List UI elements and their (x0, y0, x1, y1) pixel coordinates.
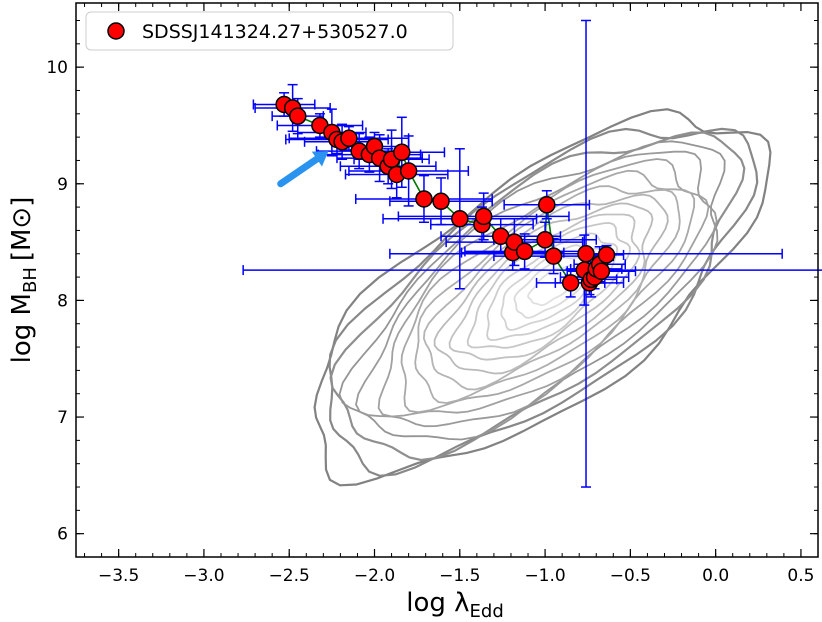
density-contour (355, 150, 718, 428)
y-axis-title-main: log M (7, 293, 37, 363)
data-point (515, 242, 534, 261)
density-contour (377, 158, 710, 418)
data-point (393, 143, 411, 162)
density-contour (328, 127, 759, 477)
x-tick-label: −2.0 (354, 566, 395, 586)
x-tick-label: −1.0 (524, 566, 565, 586)
density-contour (313, 108, 772, 487)
data-point (592, 262, 611, 281)
x-tick-label: −3.0 (183, 566, 224, 586)
y-tick-label: 9 (57, 175, 68, 195)
arrow-shaft (277, 155, 321, 188)
x-axis-title-sub: Edd (470, 601, 504, 622)
density-contour (422, 193, 669, 391)
data-point (399, 162, 418, 180)
x-axis-title: log λEdd (406, 588, 504, 622)
data-point (536, 231, 554, 249)
x-tick-label: −0.5 (610, 566, 651, 586)
y-tick-label: 6 (57, 525, 68, 545)
x-tick-label: 0.0 (702, 566, 729, 586)
data-point (288, 107, 307, 125)
x-tick-label: −2.5 (269, 566, 310, 586)
legend-label: SDSSJ141324.27+530527.0 (142, 21, 408, 43)
data-point (597, 246, 616, 264)
x-tick-label: 0.5 (787, 566, 814, 586)
x-tick-label: −1.5 (439, 566, 480, 586)
data-point (577, 245, 595, 263)
data-point (340, 129, 358, 148)
density-contour (448, 213, 641, 361)
density-contour (400, 169, 696, 414)
legend-frame (85, 11, 454, 51)
y-tick-label: 7 (57, 408, 68, 428)
x-axis-title-main: log λ (406, 588, 469, 618)
x-tick-label: −3.5 (98, 566, 139, 586)
density-contour (414, 185, 681, 404)
data-point (544, 247, 563, 265)
y-ticks-group: 6 7 8 9 10 (46, 19, 818, 558)
data-point (561, 274, 580, 292)
data-point (538, 196, 556, 214)
y-axis-title: log MBH [M⊙] (7, 197, 41, 364)
arrow-head (311, 151, 329, 167)
y-axis-title-unit: [M⊙] (7, 197, 37, 262)
legend-marker (107, 22, 125, 40)
density-contours (313, 108, 772, 487)
arrow-annotation-group (277, 151, 329, 188)
data-point (432, 192, 450, 211)
plot-frame (75, 2, 819, 558)
data-point (474, 207, 493, 226)
x-ticks-group: −3.5 −3.0 −2.5 −2.0 −1.5 −1.0 −0.5 0.0 0.5 (84, 3, 819, 586)
y-tick-label: 10 (46, 58, 68, 78)
y-axis-title-sub: BH (20, 267, 41, 293)
legend: SDSSJ141324.27+530527.0 (85, 11, 454, 51)
data-point (451, 210, 469, 228)
y-tick-label: 8 (57, 291, 68, 311)
data-points-group (275, 95, 616, 292)
data-point (415, 190, 433, 208)
density-contour (466, 222, 631, 349)
axes-group (75, 2, 819, 558)
